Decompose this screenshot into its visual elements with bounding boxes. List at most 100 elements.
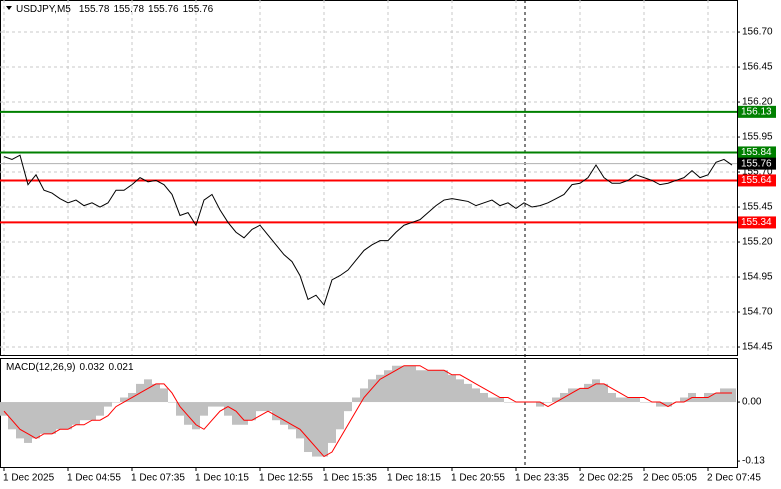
macd-bar xyxy=(176,402,184,416)
level-label: 155.34 xyxy=(741,217,772,228)
macd-bar xyxy=(112,402,120,403)
macd-bar xyxy=(248,402,256,421)
macd-bar xyxy=(224,402,232,416)
macd-bar xyxy=(152,383,160,403)
macd-bar xyxy=(240,402,248,425)
macd-bar xyxy=(320,402,328,457)
macd-bar xyxy=(480,392,488,403)
macd-bar xyxy=(416,370,424,403)
macd-bar xyxy=(640,402,648,403)
y-tick-label: -0.13 xyxy=(742,456,765,467)
y-tick-label: 154.70 xyxy=(742,307,773,318)
indicator-value: 0.032 xyxy=(79,362,104,373)
macd-bar xyxy=(472,388,480,403)
macd-bar xyxy=(600,383,608,403)
macd-bar xyxy=(584,383,592,403)
macd-bar xyxy=(576,388,584,403)
y-tick-label: 155.70 xyxy=(742,167,773,178)
macd-bar xyxy=(464,383,472,403)
macd-bar xyxy=(40,402,48,434)
level-label: 156.13 xyxy=(741,106,772,117)
macd-bar xyxy=(616,397,624,403)
x-tick-label: 1 Dec 2025 xyxy=(3,473,55,484)
last-price-box xyxy=(738,157,776,170)
last-price-label: 155.76 xyxy=(741,158,772,169)
macd-bar xyxy=(272,402,280,421)
macd-bar xyxy=(408,365,416,403)
macd-bar xyxy=(496,397,504,403)
y-tick-label: 155.20 xyxy=(742,237,773,248)
macd-bar xyxy=(384,370,392,403)
macd-bar xyxy=(288,402,296,430)
macd-bar xyxy=(344,402,352,412)
x-tick-label: 2 Dec 07:45 xyxy=(707,473,761,484)
macd-bar xyxy=(8,402,16,430)
macd-bar xyxy=(160,388,168,403)
macd-bar xyxy=(440,370,448,403)
macd-bar xyxy=(96,402,104,416)
macd-bar xyxy=(696,397,704,403)
macd-bar xyxy=(552,397,560,403)
macd-bar xyxy=(72,402,80,425)
menu-triangle xyxy=(6,6,12,10)
macd-bar xyxy=(88,402,96,421)
macd-bar xyxy=(592,379,600,403)
macd-bar xyxy=(712,392,720,403)
macd-bar xyxy=(280,402,288,425)
level-label-box xyxy=(738,146,776,159)
signal-line xyxy=(3,365,732,458)
y-tick-label: 156.70 xyxy=(742,27,773,38)
macd-bar xyxy=(296,402,304,439)
x-tick-label: 1 Dec 10:15 xyxy=(195,473,249,484)
x-tick-label: 2 Dec 05:05 xyxy=(643,473,697,484)
macd-bar xyxy=(656,402,664,407)
x-tick-label: 1 Dec 20:55 xyxy=(451,473,505,484)
macd-bar xyxy=(64,402,72,430)
macd-bar xyxy=(504,402,512,403)
macd-bar xyxy=(720,388,728,403)
macd-bar xyxy=(304,402,312,453)
x-tick-label: 1 Dec 07:35 xyxy=(131,473,185,484)
macd-bar xyxy=(368,379,376,403)
macd-bar xyxy=(680,397,688,403)
macd-bar xyxy=(664,402,672,407)
macd-bar xyxy=(104,402,112,407)
ohlc-value: 155.78 xyxy=(113,4,144,15)
level-label-box xyxy=(738,174,776,187)
macd-bar xyxy=(400,365,408,403)
macd-bar xyxy=(432,370,440,403)
indicator-name: MACD(12,26,9) xyxy=(6,362,75,373)
x-tick-label: 1 Dec 12:55 xyxy=(259,473,313,484)
macd-bar xyxy=(328,402,336,443)
macd-bar xyxy=(144,379,152,403)
macd-bar xyxy=(568,388,576,403)
ohlc-value: 155.76 xyxy=(148,4,179,15)
level-label-box xyxy=(738,105,776,118)
ohlc-value: 155.78 xyxy=(79,4,110,15)
y-tick-label: 155.95 xyxy=(742,132,773,143)
macd-bar xyxy=(80,402,88,421)
macd-bar xyxy=(312,402,320,457)
symbol: USDJPY,M5 xyxy=(16,4,71,15)
macd-bar xyxy=(392,365,400,403)
level-label-box xyxy=(738,216,776,229)
macd-bar xyxy=(16,402,24,439)
macd-bar xyxy=(232,402,240,425)
level-label: 155.64 xyxy=(741,175,772,186)
macd-bar xyxy=(376,374,384,403)
level-label: 155.84 xyxy=(741,147,772,158)
y-tick-label: 154.95 xyxy=(742,272,773,283)
macd-bar xyxy=(0,402,8,416)
macd-bar xyxy=(168,402,176,403)
macd-bar xyxy=(360,388,368,403)
macd-bar xyxy=(56,402,64,430)
price-line xyxy=(3,154,733,307)
y-tick-label: 155.45 xyxy=(742,202,773,213)
macd-bar xyxy=(264,402,272,412)
ohlc-value: 155.76 xyxy=(183,4,214,15)
x-tick-label: 2 Dec 02:25 xyxy=(579,473,633,484)
macd-bar xyxy=(536,402,544,407)
x-tick-label: 1 Dec 23:35 xyxy=(515,473,569,484)
